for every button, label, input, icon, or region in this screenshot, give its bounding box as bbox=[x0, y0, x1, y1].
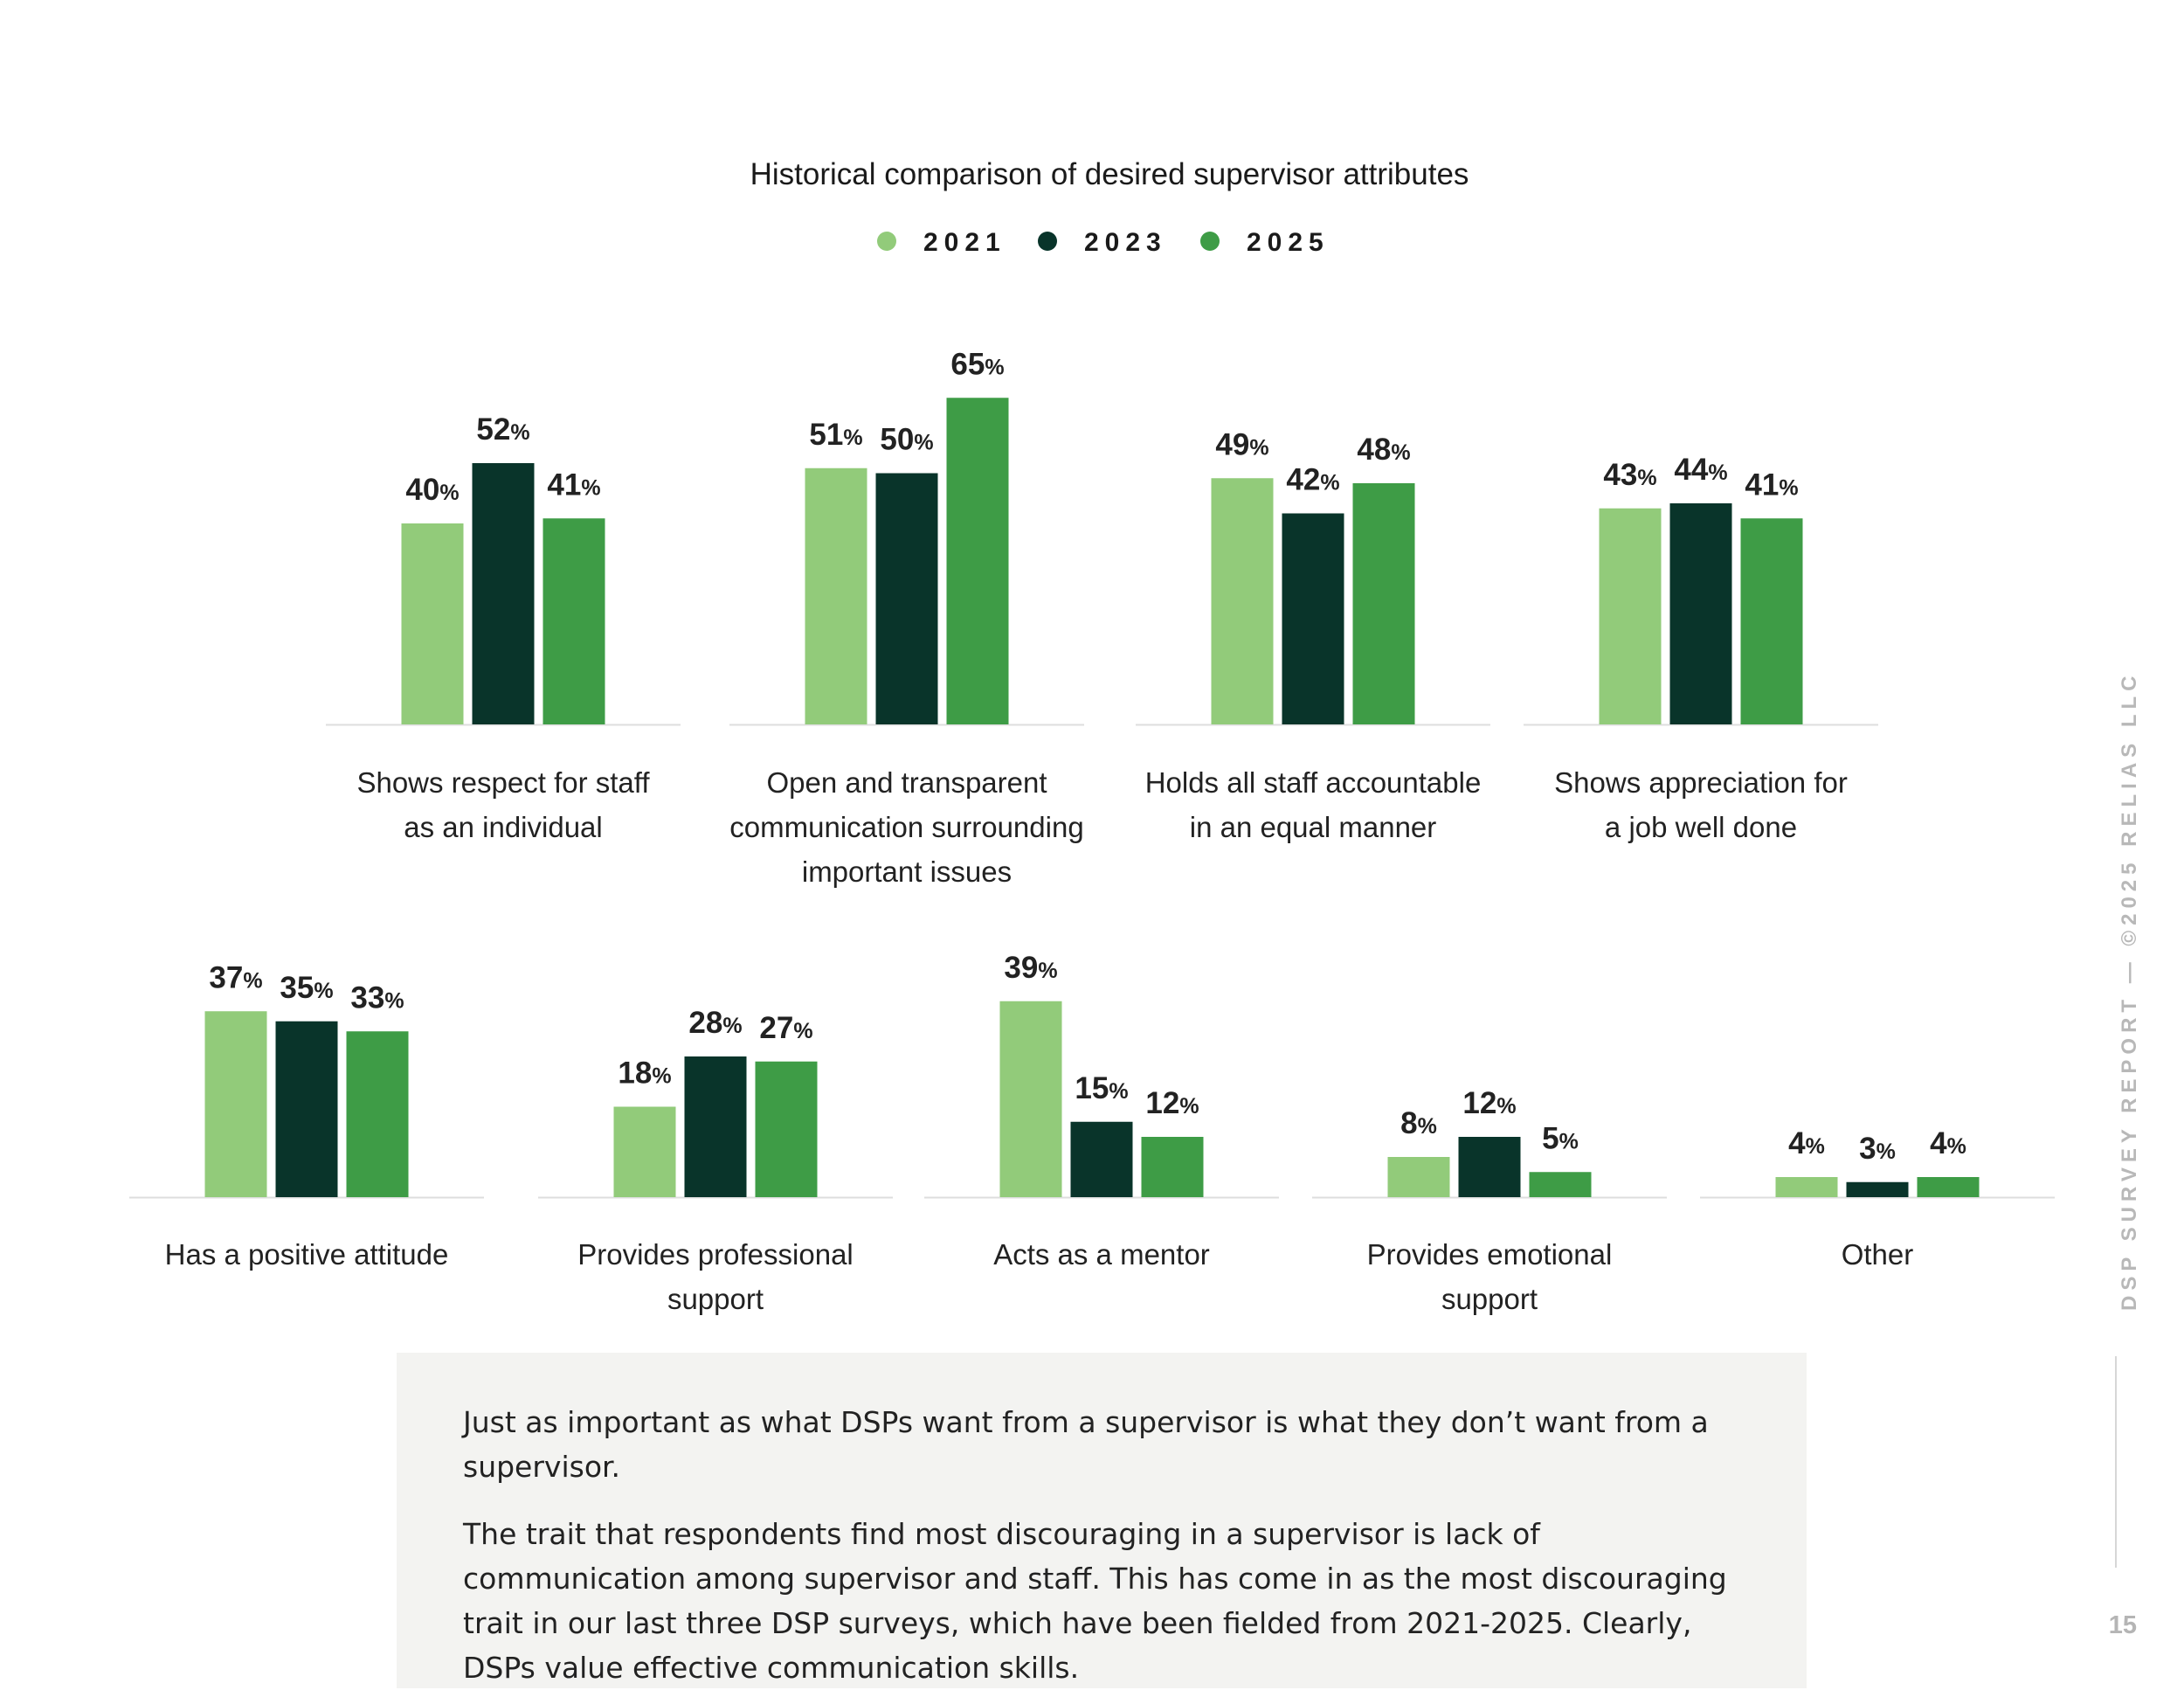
callout-paragraph-2: The trait that respondents find most dis… bbox=[463, 1517, 1727, 1685]
category-label: Holds all staff accountable bbox=[1145, 766, 1482, 799]
bar-2023 bbox=[1282, 513, 1344, 724]
page-number: 15 bbox=[2108, 1611, 2137, 1639]
bar-2023 bbox=[472, 463, 535, 724]
category-group: 4% 3% 4% Other bbox=[1700, 1126, 2055, 1271]
category-group: 8% 12% 5% Provides emotional support bbox=[1312, 1086, 1667, 1315]
data-label-2023: 52% bbox=[476, 412, 529, 447]
data-label-2021: 8% bbox=[1400, 1106, 1437, 1140]
category-group: 43% 44% 41% Shows appreciation for a job wel… bbox=[1524, 453, 1878, 843]
category-label: Provides professional bbox=[577, 1238, 854, 1271]
legend-label-2023: 2023 bbox=[1084, 228, 1167, 257]
bar-2023 bbox=[1669, 503, 1732, 724]
legend-label-2021: 2021 bbox=[923, 228, 1006, 257]
legend: 2021 2023 2025 bbox=[877, 228, 1330, 257]
legend-item-2021: 2021 bbox=[877, 228, 1006, 257]
category-label: Provides emotional bbox=[1367, 1238, 1613, 1271]
category-label: Shows appreciation for bbox=[1554, 766, 1848, 799]
data-label-2021: 43% bbox=[1603, 458, 1656, 492]
category-label: Shows respect for staff bbox=[356, 766, 650, 799]
data-label-2023: 44% bbox=[1674, 453, 1727, 487]
bar-2025 bbox=[1141, 1137, 1204, 1197]
bar-2021 bbox=[613, 1106, 676, 1197]
category-label: support bbox=[667, 1283, 764, 1315]
data-label-2021: 51% bbox=[809, 418, 862, 452]
bar-2021 bbox=[204, 1011, 267, 1197]
category-group: 18% 28% 27% Provides professional support bbox=[538, 1006, 893, 1315]
bar-2025 bbox=[1740, 518, 1803, 724]
data-label-2025: 27% bbox=[759, 1011, 812, 1045]
category-label: important issues bbox=[802, 855, 1012, 888]
data-label-2021: 4% bbox=[1788, 1126, 1825, 1160]
data-label-2025: 41% bbox=[547, 468, 600, 502]
bar-2025 bbox=[1529, 1172, 1592, 1197]
category-label: communication surrounding bbox=[729, 811, 1083, 843]
bar-2023 bbox=[1846, 1181, 1909, 1197]
category-label: Has a positive attitude bbox=[165, 1238, 449, 1271]
bar-2021 bbox=[1211, 478, 1274, 724]
data-label-2021: 49% bbox=[1215, 427, 1268, 461]
bar-2021 bbox=[805, 468, 867, 724]
bar-2021 bbox=[1599, 508, 1662, 724]
category-label: in an equal manner bbox=[1190, 811, 1437, 843]
callout-box: Just as important as what DSPs want from… bbox=[397, 1353, 1807, 1688]
bar-2025 bbox=[543, 518, 605, 724]
data-label-2025: 48% bbox=[1357, 433, 1410, 467]
legend-swatch-2021 bbox=[877, 232, 896, 251]
bar-2025 bbox=[346, 1031, 409, 1197]
data-label-2023: 28% bbox=[688, 1006, 742, 1040]
bar-2025 bbox=[946, 398, 1009, 724]
bar-2025 bbox=[1917, 1177, 1980, 1197]
bar-2021 bbox=[1387, 1157, 1450, 1197]
data-label-2023: 35% bbox=[280, 971, 333, 1005]
side-divider bbox=[2115, 1356, 2117, 1568]
data-label-2025: 12% bbox=[1145, 1086, 1199, 1120]
data-label-2021: 37% bbox=[209, 960, 262, 994]
bar-2023 bbox=[275, 1021, 338, 1197]
bar-2021 bbox=[999, 1001, 1062, 1197]
legend-item-2025: 2025 bbox=[1200, 228, 1330, 257]
data-label-2025: 41% bbox=[1745, 468, 1798, 502]
category-group: 39% 15% 12% Acts as a mentor bbox=[924, 951, 1279, 1271]
data-label-2023: 15% bbox=[1075, 1071, 1128, 1105]
bar-2023 bbox=[684, 1056, 747, 1197]
bar-chart: Historical comparison of desired supervi… bbox=[129, 157, 2055, 1315]
side-footer-text: DSP SURVEY REPORT — ©2025 RELIAS LLC bbox=[2118, 670, 2141, 1312]
data-label-2025: 4% bbox=[1930, 1126, 1966, 1160]
bar-2023 bbox=[875, 473, 938, 724]
bar-2025 bbox=[1352, 483, 1415, 724]
category-label: Open and transparent bbox=[766, 766, 1047, 799]
bar-2023 bbox=[1458, 1137, 1521, 1197]
category-group: 51% 50% 65% Open and transparent communicati… bbox=[729, 347, 1084, 888]
category-label: support bbox=[1441, 1283, 1538, 1315]
legend-label-2025: 2025 bbox=[1247, 228, 1330, 257]
category-label: Acts as a mentor bbox=[993, 1238, 1210, 1271]
data-label-2025: 65% bbox=[950, 347, 1004, 381]
data-label-2021: 40% bbox=[405, 473, 459, 507]
bar-2025 bbox=[755, 1061, 818, 1197]
callout-paragraph-1: Just as important as what DSPs want from… bbox=[463, 1405, 1709, 1484]
data-label-2025: 33% bbox=[350, 980, 404, 1015]
bar-2023 bbox=[1070, 1121, 1133, 1197]
category-group: 40% 52% 41% Shows respect for staff as an in… bbox=[326, 412, 681, 843]
data-label-2025: 5% bbox=[1542, 1121, 1579, 1155]
legend-swatch-2023 bbox=[1038, 232, 1057, 251]
category-label: a job well done bbox=[1605, 811, 1797, 843]
category-label: Other bbox=[1842, 1238, 1914, 1271]
data-label-2023: 50% bbox=[880, 423, 933, 457]
bar-2021 bbox=[401, 523, 464, 724]
category-group: 37% 35% 33% Has a positive attitude bbox=[129, 960, 484, 1271]
data-label-2023: 12% bbox=[1462, 1086, 1516, 1120]
category-label: as an individual bbox=[404, 811, 603, 843]
data-label-2023: 42% bbox=[1286, 463, 1339, 497]
legend-item-2023: 2023 bbox=[1038, 228, 1167, 257]
chart-title: Historical comparison of desired supervi… bbox=[750, 157, 1469, 191]
data-label-2021: 18% bbox=[618, 1056, 671, 1091]
bar-2021 bbox=[1775, 1177, 1838, 1197]
data-label-2021: 39% bbox=[1004, 951, 1057, 985]
legend-swatch-2025 bbox=[1200, 232, 1220, 251]
data-label-2023: 3% bbox=[1859, 1132, 1896, 1166]
category-group: 49% 42% 48% Holds all staff accountable in a… bbox=[1136, 427, 1490, 843]
